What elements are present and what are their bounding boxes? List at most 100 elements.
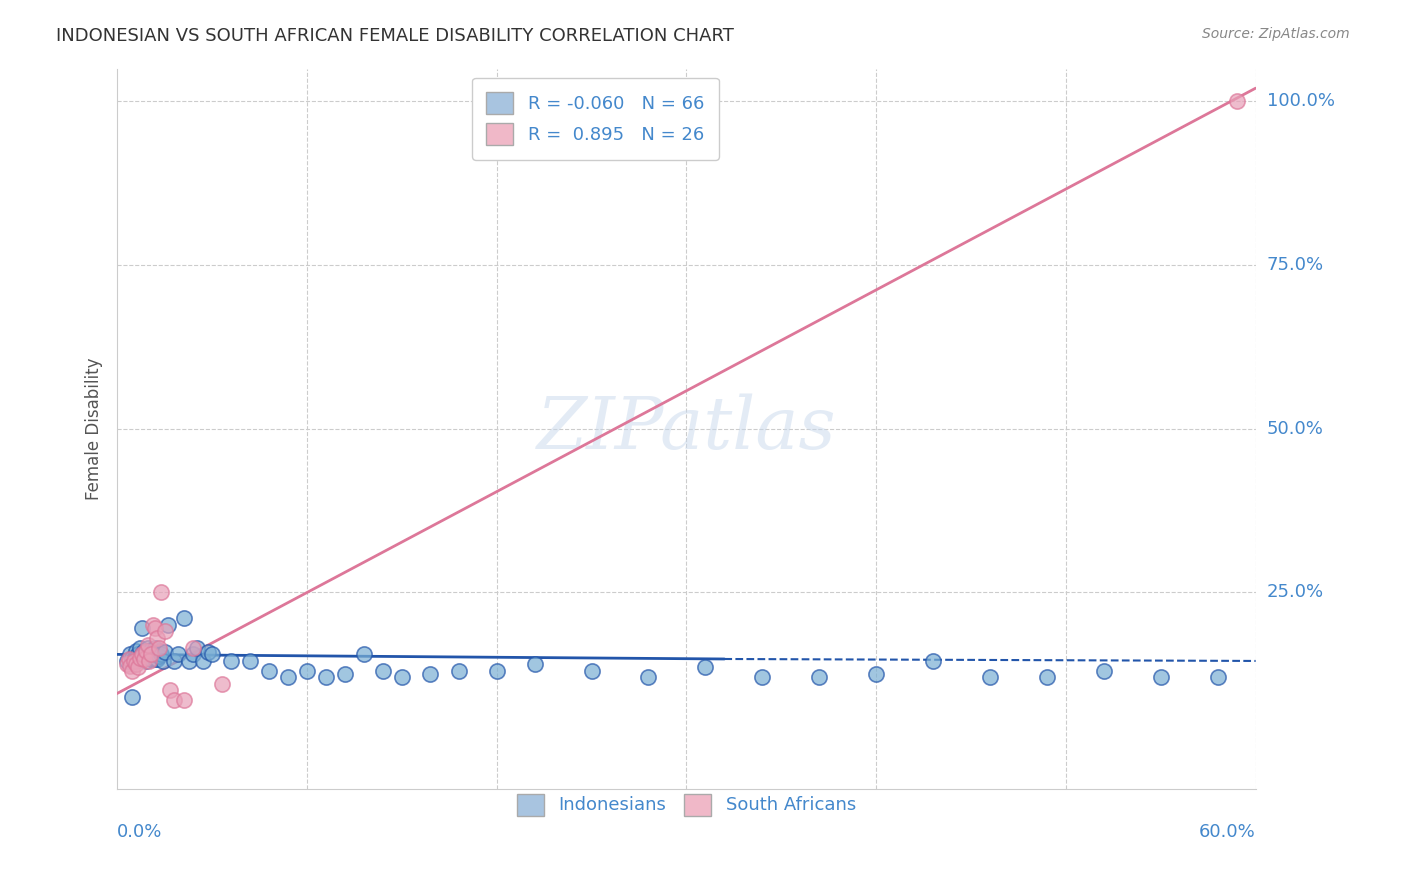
Point: [121, 650, 143, 665]
Text: 25.0%: 25.0%: [1267, 583, 1324, 601]
Point: [173, 693, 195, 707]
Point: [219, 654, 242, 668]
Point: [136, 650, 159, 665]
Point: [163, 693, 186, 707]
Point: [142, 648, 165, 662]
Point: [1226, 95, 1249, 109]
Point: [136, 638, 159, 652]
Point: [295, 664, 318, 678]
Point: [197, 645, 219, 659]
Point: [138, 654, 160, 668]
Point: [695, 660, 717, 674]
Point: [141, 648, 163, 662]
Point: [141, 642, 163, 657]
Point: [201, 648, 224, 662]
Point: [163, 654, 186, 668]
Point: [1036, 670, 1059, 684]
Point: [179, 654, 201, 668]
Point: [120, 658, 142, 673]
Point: [120, 648, 142, 662]
Point: [181, 648, 204, 662]
Text: 60.0%: 60.0%: [1199, 823, 1256, 841]
Point: [277, 670, 299, 684]
Point: [153, 624, 176, 639]
Point: [121, 664, 143, 678]
Point: [148, 649, 170, 664]
Point: [143, 652, 166, 666]
Point: [979, 670, 1001, 684]
Point: [239, 654, 262, 668]
Point: [146, 631, 169, 645]
Point: [447, 664, 470, 678]
Point: [135, 654, 157, 668]
Legend: Indonesians, South Africans: Indonesians, South Africans: [509, 787, 863, 822]
Point: [132, 644, 155, 658]
Point: [167, 648, 190, 662]
Text: ZIPatlas: ZIPatlas: [537, 393, 837, 464]
Point: [131, 652, 153, 666]
Point: [181, 640, 204, 655]
Point: [146, 648, 169, 662]
Point: [131, 648, 153, 662]
Point: [523, 657, 546, 672]
Point: [143, 621, 166, 635]
Point: [371, 664, 394, 678]
Point: [141, 652, 163, 666]
Point: [121, 690, 143, 704]
Text: 75.0%: 75.0%: [1267, 256, 1324, 274]
Point: [1206, 670, 1229, 684]
Text: 50.0%: 50.0%: [1267, 419, 1323, 438]
Point: [131, 648, 153, 662]
Text: INDONESIAN VS SOUTH AFRICAN FEMALE DISABILITY CORRELATION CHART: INDONESIAN VS SOUTH AFRICAN FEMALE DISAB…: [56, 27, 734, 45]
Point: [148, 640, 170, 655]
Point: [138, 648, 160, 662]
Point: [1092, 664, 1115, 678]
Point: [865, 667, 887, 681]
Point: [122, 654, 145, 668]
Point: [186, 640, 208, 655]
Point: [127, 648, 149, 662]
Point: [333, 667, 356, 681]
Point: [637, 670, 659, 684]
Point: [136, 640, 159, 655]
Point: [115, 657, 138, 672]
Point: [419, 667, 441, 681]
Point: [315, 670, 337, 684]
Text: 100.0%: 100.0%: [1267, 92, 1334, 111]
Point: [149, 648, 172, 662]
Point: [391, 670, 413, 684]
Point: [125, 657, 148, 672]
Point: [211, 677, 233, 691]
Point: [191, 654, 214, 668]
Point: [257, 664, 280, 678]
Point: [581, 664, 603, 678]
Point: [142, 618, 165, 632]
Point: [129, 650, 152, 665]
Point: [146, 652, 169, 666]
Point: [125, 654, 148, 668]
Point: [132, 652, 155, 666]
Point: [122, 652, 145, 666]
Point: [129, 640, 152, 655]
Point: [115, 654, 138, 668]
Point: [353, 648, 375, 662]
Text: Source: ZipAtlas.com: Source: ZipAtlas.com: [1202, 27, 1350, 41]
Point: [808, 670, 831, 684]
Point: [135, 644, 157, 658]
Point: [159, 683, 181, 698]
Point: [157, 618, 180, 632]
Point: [1150, 670, 1173, 684]
Point: [135, 645, 157, 659]
Point: [751, 670, 773, 684]
Point: [127, 660, 149, 674]
Y-axis label: Female Disability: Female Disability: [86, 358, 103, 500]
Point: [153, 645, 176, 659]
Text: 0.0%: 0.0%: [117, 823, 163, 841]
Point: [173, 611, 195, 625]
Point: [152, 654, 174, 668]
Point: [117, 652, 139, 666]
Point: [922, 654, 945, 668]
Point: [148, 644, 170, 658]
Point: [143, 640, 166, 655]
Point: [485, 664, 508, 678]
